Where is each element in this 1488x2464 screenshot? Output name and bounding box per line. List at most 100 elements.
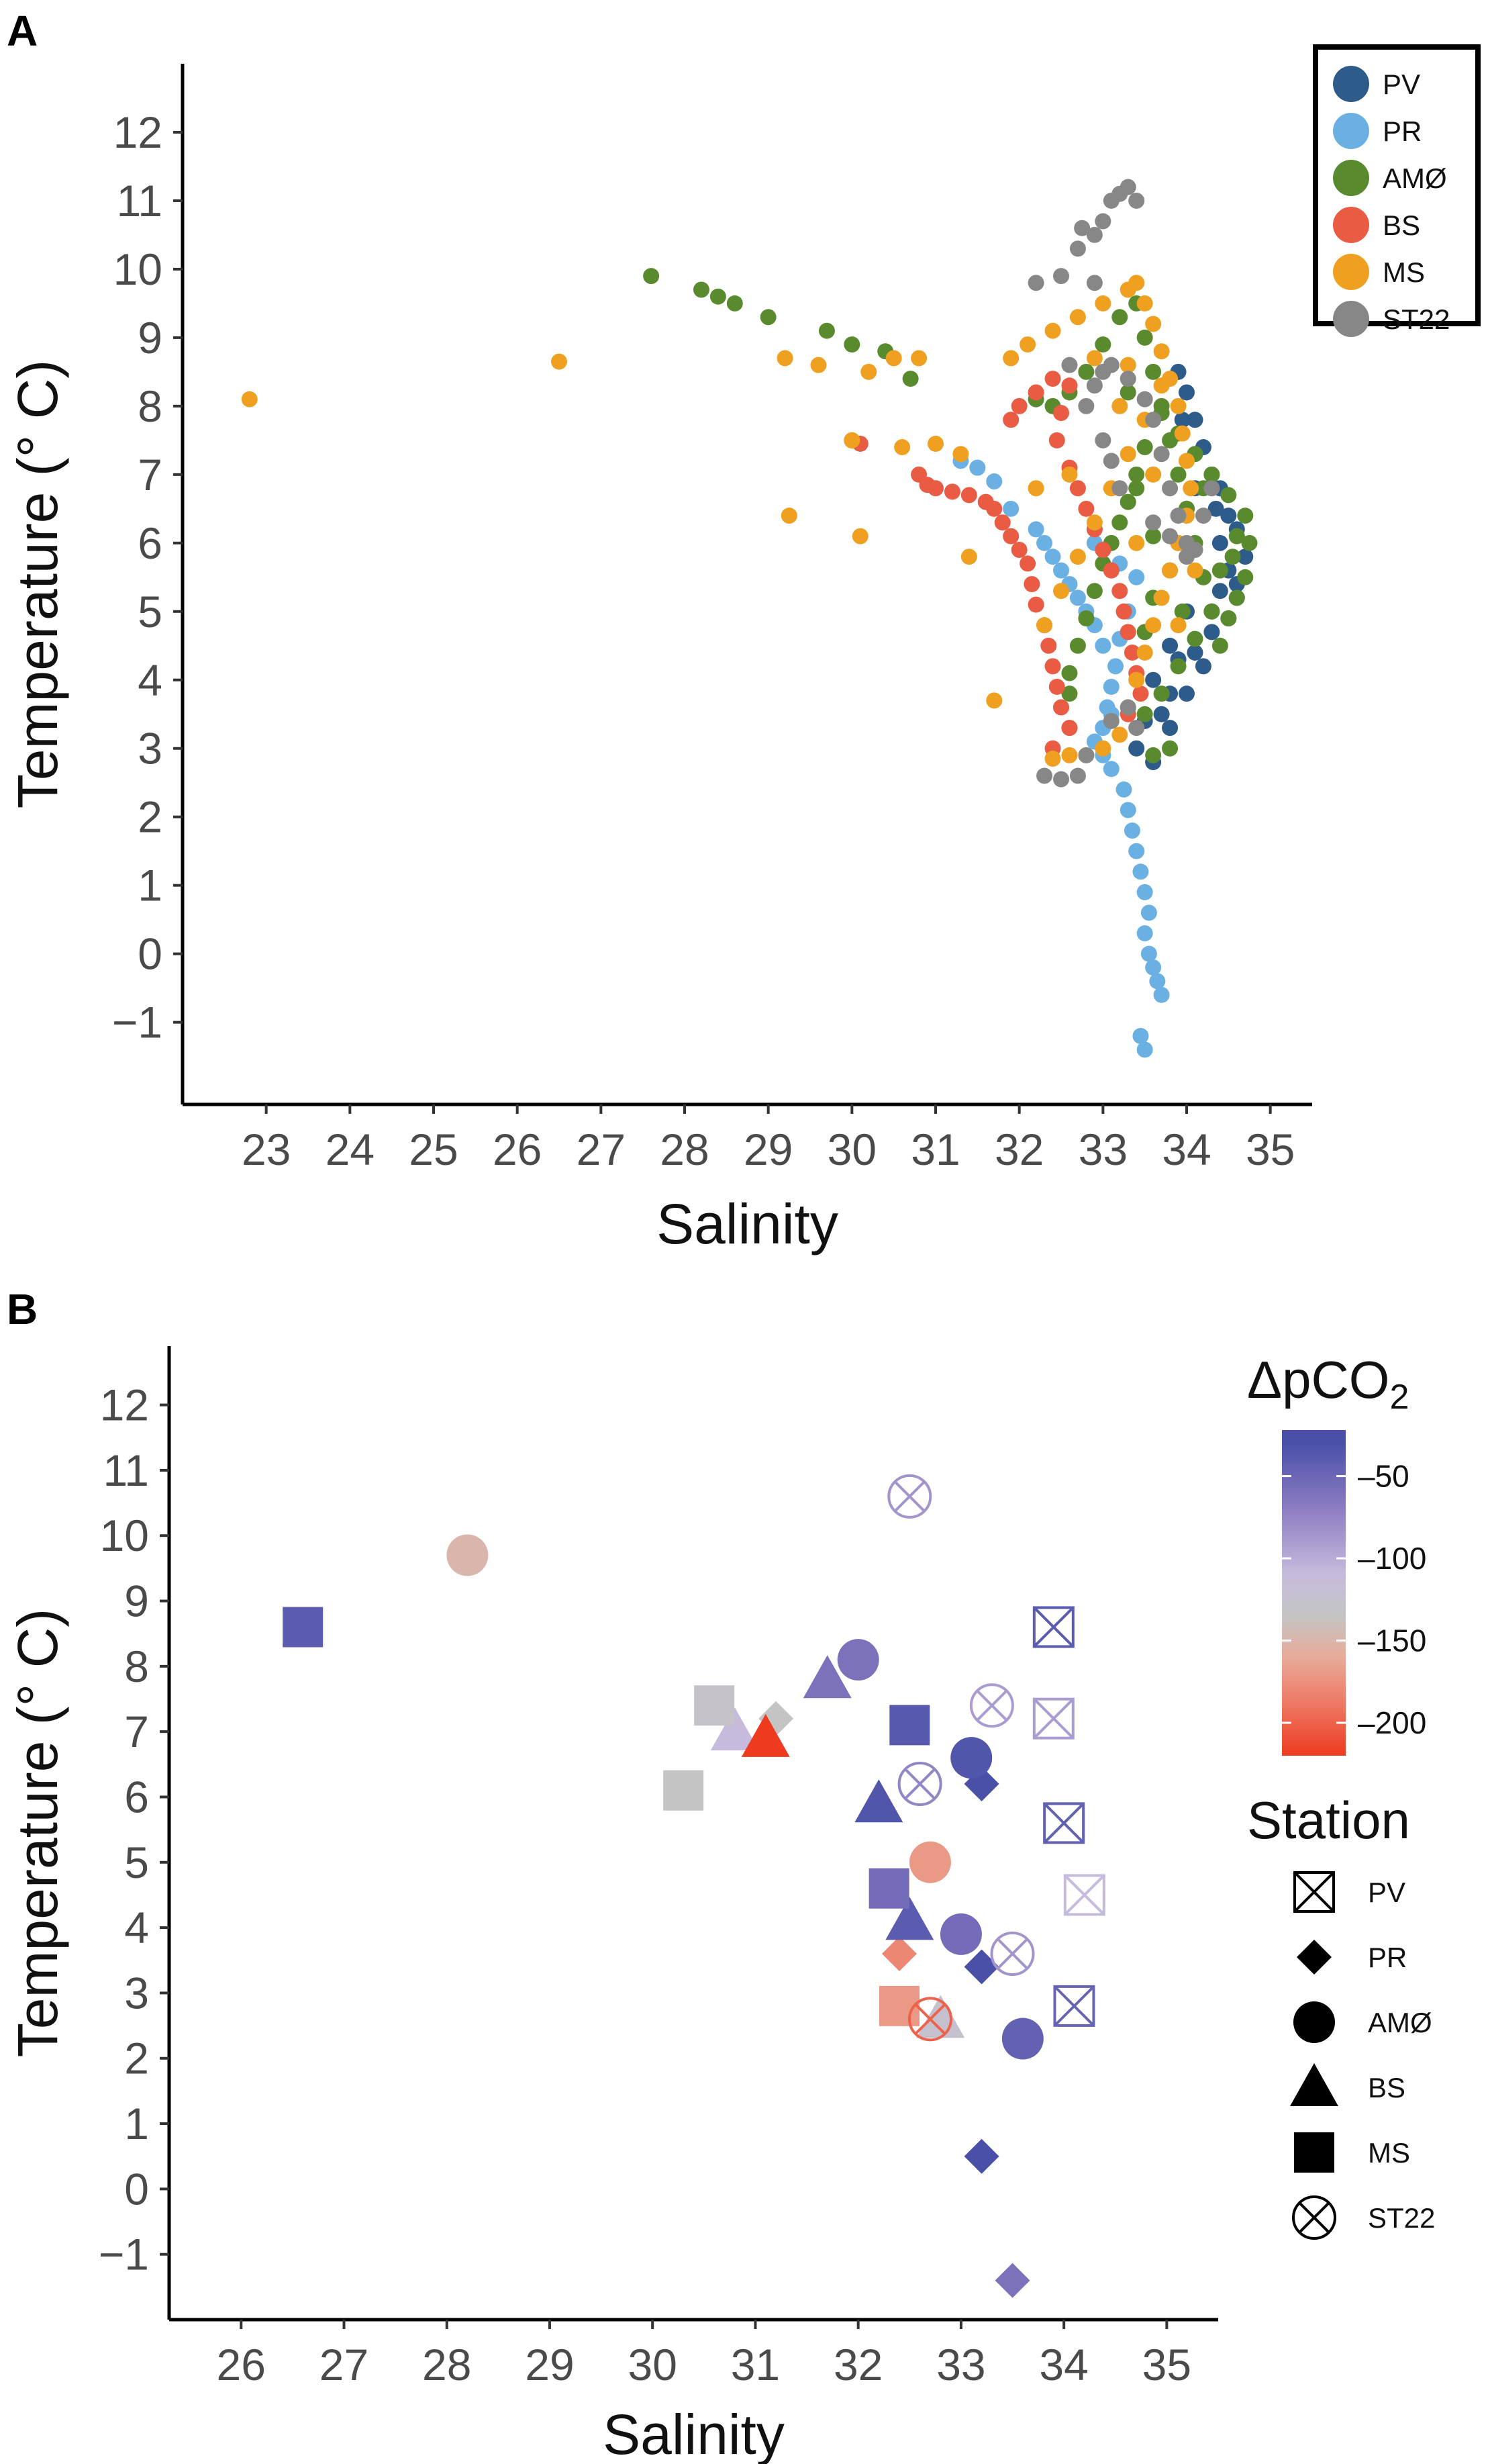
data-point <box>1111 726 1128 743</box>
data-point <box>1044 751 1061 767</box>
data-point <box>1224 549 1241 565</box>
data-point <box>1086 377 1103 394</box>
data-point <box>1053 562 1069 579</box>
data-point-pv <box>1043 1802 1085 1844</box>
data-point <box>1187 412 1203 428</box>
data-point <box>885 350 902 367</box>
x-tick-label: 27 <box>577 1125 626 1174</box>
data-point <box>1078 747 1095 763</box>
data-point <box>1228 528 1245 544</box>
data-point-amø <box>1001 2018 1044 2060</box>
data-point <box>1120 624 1136 641</box>
data-point <box>760 309 777 326</box>
data-point <box>1128 275 1145 291</box>
data-point <box>1128 569 1145 585</box>
data-point <box>1145 671 1162 688</box>
data-point <box>1170 617 1187 634</box>
y-tick-label: 4 <box>124 1903 149 1952</box>
data-point <box>1011 397 1028 414</box>
data-point <box>1241 534 1258 551</box>
x-tick-label: 34 <box>1162 1125 1211 1174</box>
data-point <box>1044 371 1061 387</box>
data-point <box>1174 425 1191 442</box>
panel-a-x-axis-title: Salinity <box>656 1192 838 1255</box>
data-point-amø <box>950 1737 993 1779</box>
data-point <box>960 549 977 565</box>
data-point-ms <box>889 1705 930 1746</box>
data-point <box>1145 959 1162 976</box>
y-tick-label: 3 <box>124 1968 149 2018</box>
colorbar-title: ΔpCO2 <box>1247 1350 1409 1417</box>
data-point <box>1036 617 1053 634</box>
data-point <box>1145 617 1162 634</box>
data-point-bs <box>741 1713 790 1757</box>
data-point <box>1124 822 1140 839</box>
data-point-ms <box>283 1607 324 1648</box>
data-point <box>1136 925 1153 942</box>
data-point <box>1203 603 1220 620</box>
data-point-amø <box>940 1913 982 1955</box>
data-point <box>1028 596 1044 613</box>
legend-label: AMØ <box>1383 162 1447 194</box>
y-tick-label: 0 <box>124 2164 149 2214</box>
data-point <box>1069 637 1086 654</box>
data-point <box>1103 453 1120 469</box>
x-tick-label: 27 <box>319 2340 368 2389</box>
y-tick-label: 11 <box>116 176 162 226</box>
panel-b-points <box>283 1474 1105 2298</box>
y-tick-label: 7 <box>138 450 162 500</box>
legend-item-bs: BS <box>1333 207 1420 243</box>
station-legend-symbol <box>1292 2195 1336 2240</box>
data-point <box>1220 610 1237 626</box>
data-point <box>1183 480 1199 497</box>
data-point <box>1086 275 1103 291</box>
data-point <box>1011 542 1028 559</box>
station-legend-item-pv: PV <box>1293 1871 1405 1913</box>
data-point <box>1170 466 1187 483</box>
data-point <box>1003 528 1020 544</box>
data-point <box>1074 220 1091 236</box>
data-point <box>1153 446 1170 463</box>
legend-swatch <box>1333 207 1369 243</box>
panel-a-scatter: 23 24 25 26 27 28 29 30 31 32 33 34 35−1012345678910… <box>6 44 1481 1255</box>
data-point <box>1103 678 1120 695</box>
y-tick-label: 9 <box>124 1576 149 1626</box>
data-point <box>1061 377 1078 394</box>
panel-label-a: A <box>7 7 38 55</box>
data-point-pv <box>1063 1874 1105 1916</box>
legend-swatch <box>1333 254 1369 290</box>
data-point <box>1145 514 1162 531</box>
data-point-bs <box>803 1655 852 1699</box>
station-legend-label: MS <box>1368 2137 1410 2169</box>
data-point <box>1220 508 1237 524</box>
data-point <box>1111 397 1128 414</box>
data-point <box>1132 685 1149 702</box>
data-point <box>726 295 743 312</box>
panel-a-axes: 23 24 25 26 27 28 29 30 31 32 33 34 35−1012345678910… <box>112 64 1312 1174</box>
data-point <box>1136 391 1153 408</box>
y-tick-label: 1 <box>138 861 162 910</box>
y-tick-label: 0 <box>138 929 162 979</box>
y-tick-label: 12 <box>100 1380 149 1430</box>
data-point <box>1120 446 1136 463</box>
data-point <box>1103 357 1120 373</box>
data-point <box>1003 412 1020 428</box>
data-point <box>1069 309 1086 326</box>
data-point <box>693 281 709 298</box>
data-point <box>1140 904 1157 921</box>
station-legend-label: PV <box>1368 1877 1405 1908</box>
legend-item-pr: PR <box>1333 113 1422 149</box>
legend-item-st22: ST22 <box>1333 301 1450 337</box>
data-point <box>1111 480 1128 497</box>
data-point <box>1095 336 1111 353</box>
data-point <box>1211 583 1228 600</box>
data-point <box>1136 644 1153 661</box>
station-legend-symbol <box>1294 2132 1334 2173</box>
data-point <box>1162 480 1179 497</box>
data-point <box>860 363 877 380</box>
data-point <box>1061 720 1078 737</box>
station-legend-symbol <box>1293 1871 1335 1913</box>
data-point <box>1153 343 1170 360</box>
data-point <box>1136 884 1153 900</box>
data-point <box>852 528 869 544</box>
